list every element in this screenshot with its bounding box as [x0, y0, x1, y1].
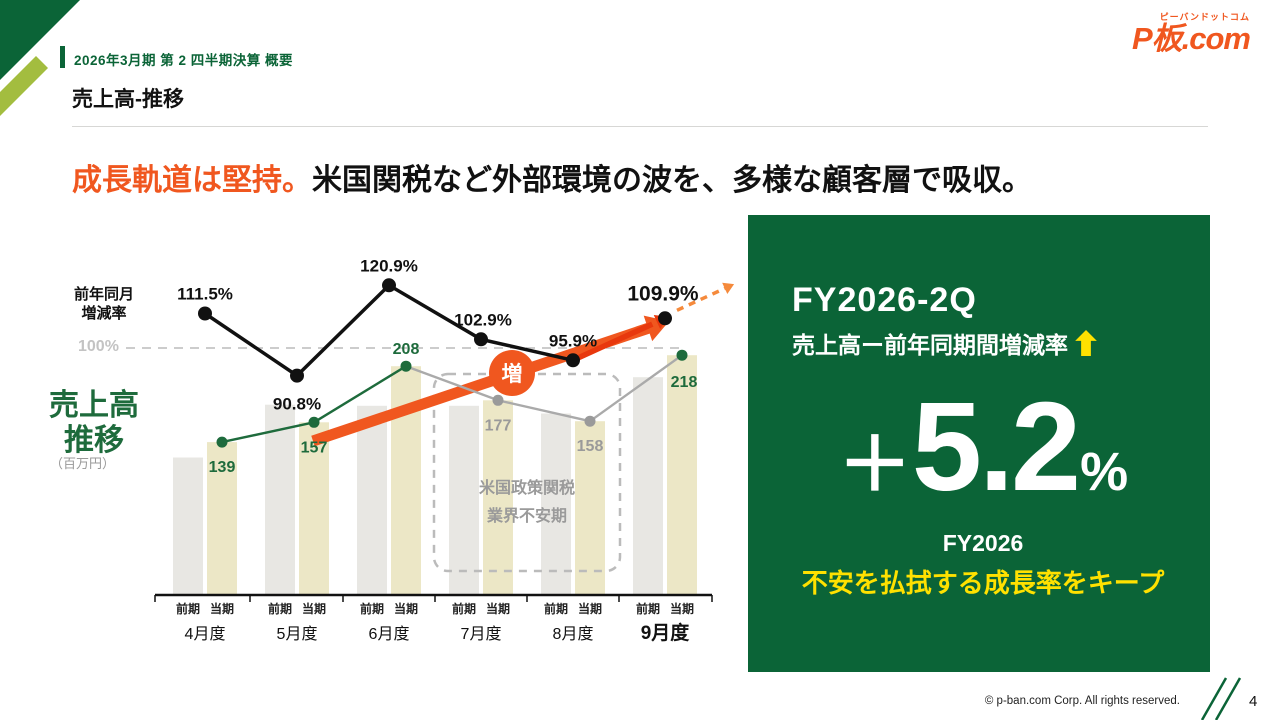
report-eyebrow: 2026年3月期 第 2 四半期決算 概要 [74, 53, 294, 68]
bar-prev-period [357, 405, 387, 595]
sales-point-label: 158 [577, 438, 604, 455]
headline: 成長軌道は堅持。米国関税など外部環境の波を、多様な顧客層で吸収。 [72, 155, 1032, 199]
corner-triangle [0, 0, 80, 80]
pct-point-label: 95.9% [549, 331, 597, 350]
sales-point-label: 177 [485, 417, 512, 434]
pct-point [290, 368, 304, 383]
corner-stripe [0, 56, 48, 116]
bar-prev-period [633, 377, 663, 595]
sales-point [216, 436, 228, 448]
sales-point [492, 394, 504, 406]
summary-panel: FY2026-2Q 売上高ー前年同期間増減率 ＋ 5.2% FY2026 不安を払… [748, 215, 1210, 672]
bar-curr-period [207, 442, 237, 595]
panel-subtitle: 売上高ー前年同期間増減率 [792, 332, 1068, 358]
sales-point-label: 157 [301, 439, 328, 456]
panel-title: FY2026-2Q [792, 281, 977, 319]
sales-point [584, 415, 596, 427]
pct-point [474, 332, 488, 347]
growth-value-number: 5.2 [911, 376, 1081, 517]
growth-value-unit: % [1080, 442, 1129, 502]
bar-curr-period [575, 421, 605, 595]
axis-label-month: 6月度 [369, 625, 410, 643]
pct-axis-label: 前年同月 増減率 [73, 286, 134, 322]
bar-curr-period [483, 400, 513, 595]
bar-prev-period [265, 404, 295, 595]
page-title: 売上高-推移 [72, 88, 184, 111]
corner-decoration [0, 0, 80, 116]
axis-label-prev: 前期 [544, 601, 568, 616]
bar-curr-period [667, 355, 697, 595]
uncertainty-box-label: 米国政策関税 [479, 478, 575, 497]
sales-line-segment [405, 365, 499, 402]
panel-fiscal-year: FY2026 [942, 530, 1024, 556]
axis-label-month: 5月度 [277, 625, 318, 643]
up-arrow-icon [1075, 330, 1097, 356]
increase-badge [489, 350, 535, 396]
sales-line-segment [589, 354, 683, 423]
baseline-100-label: 100% [78, 338, 119, 355]
axis-label-month: 8月度 [553, 625, 594, 643]
sales-axis-unit: （百万円） [50, 456, 116, 471]
final-growth-arrow [571, 321, 654, 363]
axis-label-prev: 前期 [452, 601, 476, 616]
increase-badge-label: 増 [502, 362, 523, 386]
copyright: © p-ban.com Corp. All rights reserved. [984, 695, 1180, 707]
pct-point-label: 90.8% [273, 395, 321, 414]
pct-point-label: 102.9% [454, 310, 512, 329]
forecast-arrow [676, 286, 726, 312]
pct-point-label: 120.9% [360, 256, 418, 275]
panel-note: 不安を払拭する成長率をキープ [801, 568, 1165, 598]
axis-label-curr: 当期 [486, 601, 510, 616]
bar-prev-period [173, 457, 203, 595]
page-number: 4 [1249, 693, 1258, 710]
pct-point [382, 278, 396, 293]
pct-point-label: 109.9% [627, 282, 699, 305]
sales-point [676, 349, 688, 361]
headline-accent: 成長軌道は堅持。 [72, 164, 312, 197]
sales-line-segment [313, 365, 407, 424]
axis-label-month: 4月度 [185, 625, 226, 643]
axis-label-prev: 前期 [636, 601, 660, 616]
pct-point [566, 353, 580, 368]
sales-line-segment [497, 399, 591, 423]
header-divider [72, 126, 1208, 127]
axis-label-curr: 当期 [210, 601, 234, 616]
sales-point [308, 416, 320, 428]
pct-point-label: 111.5% [177, 285, 233, 304]
bar-prev-period [541, 413, 571, 595]
sales-point-label: 139 [209, 459, 236, 476]
pct-point [198, 306, 212, 321]
sales-line-segment [221, 421, 315, 444]
eyebrow-accent-bar [60, 46, 65, 68]
axis-label-curr: 当期 [670, 601, 694, 616]
axis-label-month: 7月度 [461, 625, 502, 643]
axis-label-prev: 前期 [360, 601, 384, 616]
axis-label-prev: 前期 [268, 601, 292, 616]
logo-text: P板.com [1131, 21, 1251, 56]
headline-rest: 米国関税など外部環境の波を、多様な顧客層で吸収。 [312, 164, 1032, 197]
growth-value-sign: ＋ [837, 423, 912, 506]
bar-prev-period [449, 405, 479, 595]
axis-label-month: 9月度 [641, 621, 691, 644]
growth-value: ＋ 5.2% [792, 384, 1174, 510]
sales-axis-title: 売上高 推移 [49, 389, 139, 458]
sales-point-label: 218 [671, 374, 698, 391]
sales-point-label: 208 [393, 341, 420, 358]
growth-arrow [311, 321, 654, 447]
axis-label-prev: 前期 [176, 601, 200, 616]
panel-subtitle-row: 売上高ー前年同期間増減率 [792, 326, 1174, 360]
logo-subtext: ピーバンドットコム [1159, 12, 1250, 22]
axis-label-curr: 当期 [302, 601, 326, 616]
sales-point [400, 360, 412, 372]
uncertainty-box-label: 業界不安期 [486, 506, 567, 525]
footer-corner-lines [1200, 677, 1242, 720]
company-logo: ピーバンドットコム P板.com [1131, 10, 1251, 56]
axis-label-curr: 当期 [578, 601, 602, 616]
forecast-arrow-head [722, 282, 735, 295]
axis-label-curr: 当期 [394, 601, 418, 616]
bar-curr-period [299, 422, 329, 595]
pct-point [658, 311, 672, 326]
